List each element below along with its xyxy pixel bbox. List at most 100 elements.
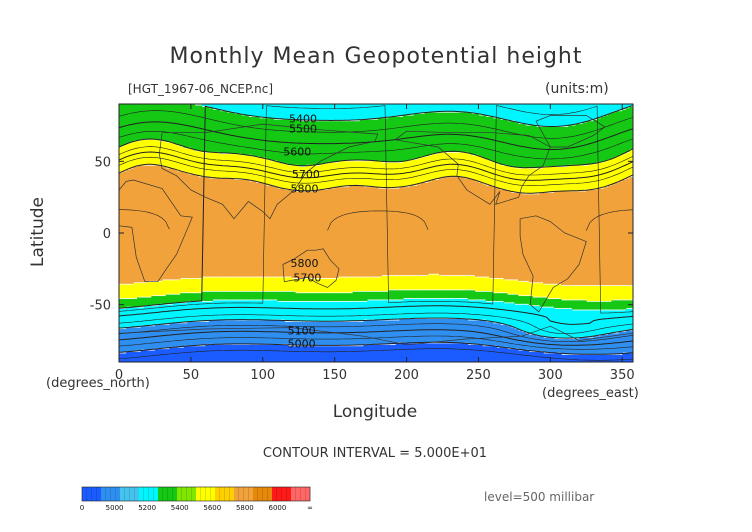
color-band-cell bbox=[122, 104, 127, 145]
color-band-cell bbox=[438, 104, 444, 112]
color-band-cell bbox=[417, 184, 422, 276]
color-band-cell bbox=[507, 104, 512, 121]
color-band-cell bbox=[295, 293, 300, 301]
color-band-cell bbox=[374, 187, 379, 277]
color-band-cell bbox=[442, 290, 447, 299]
color-band-cell bbox=[119, 104, 124, 147]
color-band-cell bbox=[331, 293, 336, 301]
color-band-cell bbox=[158, 304, 163, 324]
color-band-cell bbox=[625, 286, 631, 300]
color-band-cell bbox=[381, 300, 386, 320]
color-band-cell bbox=[500, 278, 505, 293]
color-band-cell bbox=[535, 126, 541, 168]
color-band-cell bbox=[298, 104, 303, 121]
color-band-cell bbox=[273, 291, 278, 300]
colorbar-swatch bbox=[177, 487, 197, 501]
color-band-cell bbox=[388, 116, 393, 162]
color-band-cell bbox=[345, 293, 350, 301]
x-axis-unit: (degrees_east) bbox=[542, 386, 639, 401]
color-band-cell bbox=[219, 320, 224, 344]
color-band-cell bbox=[553, 353, 559, 362]
color-band-cell bbox=[424, 276, 429, 290]
color-band-cell bbox=[377, 300, 382, 320]
color-band-cell bbox=[237, 291, 242, 300]
color-band-cell bbox=[381, 291, 386, 300]
color-band-cell bbox=[363, 301, 368, 320]
color-band-cell bbox=[532, 104, 537, 125]
color-band-cell bbox=[359, 291, 365, 301]
color-band-cell bbox=[316, 121, 321, 165]
color-band-cell bbox=[277, 188, 282, 277]
color-band-cell bbox=[489, 278, 494, 291]
color-band-cell bbox=[593, 354, 598, 362]
color-band-cell bbox=[446, 104, 451, 112]
color-band-cell bbox=[428, 274, 433, 290]
color-band-cell bbox=[532, 351, 537, 362]
color-band-cell bbox=[309, 301, 314, 322]
color-band-cell bbox=[557, 353, 562, 362]
color-band-cell bbox=[582, 165, 587, 191]
color-band-cell bbox=[500, 301, 505, 324]
color-band-cell bbox=[241, 179, 246, 277]
color-band-cell bbox=[395, 290, 400, 300]
color-band-cell bbox=[528, 351, 533, 362]
color-band-cell bbox=[553, 308, 559, 339]
color-band-cell bbox=[428, 155, 433, 181]
color-band-cell bbox=[338, 277, 343, 293]
color-band-cell bbox=[172, 169, 178, 280]
color-band-cell bbox=[305, 104, 311, 121]
color-band-cell bbox=[503, 324, 508, 347]
color-band-cell bbox=[586, 104, 591, 121]
color-band-cell bbox=[370, 300, 375, 320]
color-band-cell bbox=[359, 119, 365, 161]
color-band-cell bbox=[633, 353, 637, 362]
color-band-cell bbox=[377, 320, 382, 344]
color-band-cell bbox=[198, 321, 203, 346]
color-band-cell bbox=[467, 300, 472, 320]
color-band-cell bbox=[158, 296, 163, 304]
color-band-cell bbox=[622, 300, 627, 310]
color-band-cell bbox=[363, 187, 368, 277]
color-band-cell bbox=[546, 192, 551, 284]
color-band-cell bbox=[528, 104, 533, 125]
color-band-cell bbox=[492, 323, 498, 346]
color-band-cell bbox=[327, 301, 332, 322]
color-band-cell bbox=[510, 294, 515, 303]
color-band-cell bbox=[305, 278, 311, 293]
color-band-cell bbox=[266, 185, 271, 277]
color-band-cell bbox=[428, 343, 433, 362]
color-band-cell bbox=[471, 320, 476, 344]
color-band-cell bbox=[561, 300, 566, 309]
color-band-cell bbox=[557, 284, 562, 299]
color-band-cell bbox=[449, 104, 454, 112]
color-band-cell bbox=[496, 104, 501, 118]
color-band-cell bbox=[392, 188, 397, 276]
color-band-cell bbox=[295, 321, 300, 346]
color-band-cell bbox=[298, 346, 303, 362]
contour-label: 5800 bbox=[290, 257, 318, 270]
color-band-cell bbox=[489, 301, 494, 322]
color-band-cell bbox=[259, 182, 264, 277]
color-band-cell bbox=[431, 112, 436, 154]
color-band-cell bbox=[251, 104, 257, 117]
color-band-cell bbox=[535, 283, 541, 297]
colorbar-swatch bbox=[291, 487, 311, 501]
color-band-cell bbox=[510, 192, 515, 280]
color-band-cell bbox=[377, 291, 382, 300]
color-band-cell bbox=[597, 301, 602, 310]
color-band-cell bbox=[406, 104, 411, 115]
color-band-cell bbox=[183, 323, 188, 346]
color-band-cell bbox=[446, 343, 451, 362]
color-band-cell bbox=[402, 276, 408, 290]
color-band-cell bbox=[532, 168, 537, 194]
color-band-cell bbox=[607, 286, 613, 301]
color-band-cell bbox=[600, 162, 605, 188]
color-band-cell bbox=[553, 126, 559, 167]
color-band-cell bbox=[269, 185, 275, 277]
contour-line bbox=[119, 209, 633, 231]
color-band-cell bbox=[212, 104, 217, 109]
colorbar-swatch bbox=[215, 487, 235, 501]
color-band-cell bbox=[183, 303, 188, 323]
color-band-cell bbox=[284, 119, 289, 164]
